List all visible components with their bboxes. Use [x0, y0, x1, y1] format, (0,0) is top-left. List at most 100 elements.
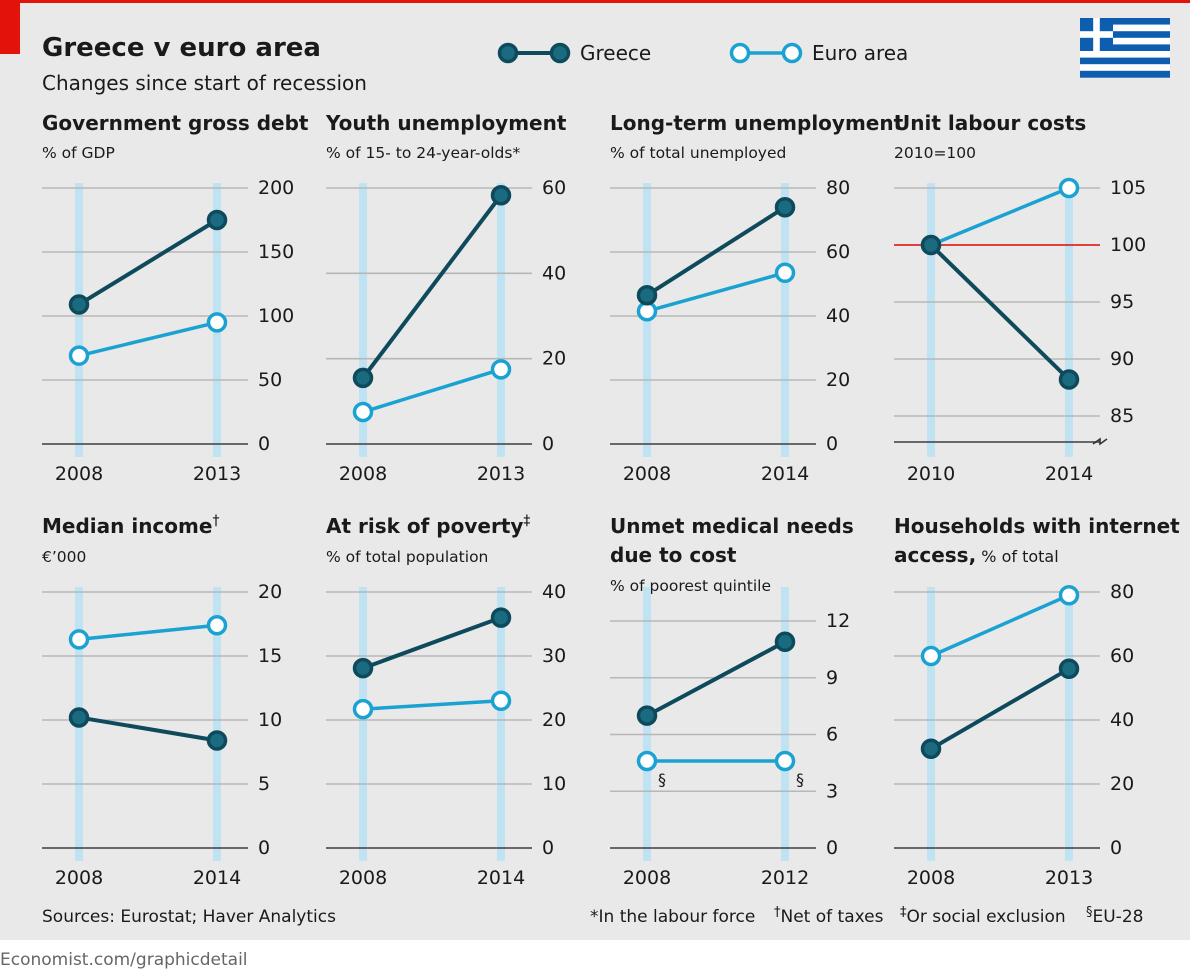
- y-tick-label: 20: [542, 348, 566, 370]
- y-tick-label: 10: [542, 773, 566, 795]
- panel-title: Long-term unemployment: [610, 111, 904, 135]
- flag-stripe: [1080, 37, 1170, 45]
- category-band-1: [1065, 587, 1073, 861]
- series-line-greece: [361, 194, 503, 380]
- greek-flag-icon: [1080, 18, 1170, 78]
- x-category-label: 2008: [623, 867, 671, 889]
- series-line-greece: [77, 218, 219, 307]
- panel-unit: % of total unemployed: [610, 144, 786, 162]
- panel-unit: % of 15- to 24-year-olds*: [326, 144, 520, 162]
- data-point-euro-area-1: [774, 750, 796, 772]
- title-footnote-mark: †: [212, 513, 219, 529]
- flag-stripe: [1080, 24, 1170, 32]
- legend-greece: Greece: [497, 41, 651, 65]
- panels: Government gross debt% of GDP05010015020…: [42, 111, 1180, 889]
- y-tick-label: 20: [542, 709, 566, 731]
- category-band-0: [359, 183, 367, 457]
- flag-cross-horizontal: [1080, 31, 1113, 38]
- data-point-greece-1: [1058, 658, 1080, 680]
- category-band-1: [781, 183, 789, 457]
- series-line-euro-area: [78, 320, 218, 358]
- data-point-euro-area-0: [920, 645, 942, 667]
- data-point-greece-0: [636, 705, 658, 726]
- panel-unit: €’000: [42, 548, 86, 566]
- footnotes: *In the labour force †Net of taxes ‡Or s…: [590, 905, 1143, 927]
- panel-4: Median income† €’000 0 5 10 15 20 2008 2014: [42, 513, 282, 889]
- x-category-label: 2008: [907, 867, 955, 889]
- x-category-label: 2012: [761, 867, 809, 889]
- legend-greece-marker-right: [549, 42, 571, 64]
- y-tick-label: 40: [1110, 709, 1134, 731]
- panel-unit: 2010=100: [894, 144, 976, 162]
- data-point-euro-area-1: [206, 615, 228, 636]
- y-tick-label: 6: [826, 724, 838, 746]
- y-tick-label: 60: [826, 241, 850, 263]
- data-point-greece-0: [352, 657, 374, 679]
- series-line-euro-area: [930, 186, 1070, 247]
- y-tick-label: 60: [1110, 645, 1134, 667]
- series-line-greece: [78, 715, 218, 743]
- category-band-0: [927, 587, 935, 861]
- panel-title: Households with internet: [894, 514, 1180, 538]
- category-band-0: [75, 183, 83, 457]
- category-band-0: [927, 183, 935, 457]
- series-line-greece: [645, 205, 787, 297]
- category-band-1: [497, 587, 505, 861]
- category-band-1: [1065, 183, 1073, 457]
- data-point-greece-1: [490, 185, 512, 206]
- y-tick-label: 100: [1110, 234, 1146, 256]
- x-category-label: 2008: [339, 867, 387, 889]
- data-point-euro-area-1: [1058, 177, 1080, 199]
- category-band-1: [497, 183, 505, 457]
- top-rule: [0, 0, 1190, 3]
- flag-stripe: [1080, 51, 1170, 58]
- y-tick-label: 0: [542, 433, 554, 455]
- x-category-label: 2008: [55, 463, 103, 485]
- legend-euro-marker-right: [781, 42, 803, 64]
- data-point-euro-area-0: [352, 401, 374, 423]
- x-category-label: 2014: [1045, 463, 1093, 485]
- y-tick-label: 80: [826, 177, 850, 199]
- y-tick-label: 85: [1110, 405, 1134, 427]
- y-tick-label: 60: [542, 177, 566, 199]
- chart-subtitle: Changes since start of recession: [42, 71, 367, 95]
- data-point-greece-1: [774, 196, 796, 218]
- site-credit[interactable]: Economist.com/graphicdetail: [0, 950, 248, 970]
- panel-unit: % of poorest quintile: [610, 577, 771, 595]
- x-category-label: 2008: [55, 867, 103, 889]
- legend-euro-marker-left: [729, 42, 751, 64]
- panel-6: Unmet medical needs due to cost % of poore…: [610, 514, 854, 889]
- y-tick-label: 10: [258, 709, 282, 731]
- y-tick-label: 40: [542, 262, 566, 284]
- y-tick-label: 40: [542, 581, 566, 603]
- x-category-label: 2008: [623, 463, 671, 485]
- y-tick-label: 80: [1110, 581, 1134, 603]
- panel-5: At risk of poverty‡ % of total population…: [326, 513, 566, 889]
- panel-title-line2: due to cost: [610, 543, 737, 567]
- series-line-greece: [646, 640, 786, 718]
- panel-title: Government gross debt: [42, 111, 309, 135]
- series-line-euro-area: [362, 699, 502, 711]
- panel-title-line2: access, % of total: [894, 543, 1059, 567]
- panel-title: Youth unemployment: [325, 111, 567, 135]
- flag-stripe: [1080, 44, 1170, 52]
- panel-unit: % of GDP: [42, 144, 115, 162]
- series-line-greece: [929, 243, 1071, 381]
- y-tick-label: 3: [826, 780, 838, 802]
- footnote-labour-force: *In the labour force: [590, 907, 755, 927]
- flag-stripe: [1080, 70, 1170, 78]
- legend-greece-marker-left: [497, 42, 519, 64]
- y-tick-label: 100: [258, 305, 294, 327]
- point-note-mark: §: [796, 770, 804, 789]
- y-tick-label: 0: [826, 433, 838, 455]
- y-tick-label: 5: [258, 773, 270, 795]
- data-point-greece-0: [920, 738, 942, 760]
- panel-1: Youth unemployment % of 15- to 24-year-ol…: [325, 111, 567, 485]
- legend-euro-label: Euro area: [812, 41, 908, 65]
- axis-break-icon: [1092, 437, 1108, 446]
- data-point-euro-area-0: [68, 345, 90, 366]
- series-line-greece: [362, 615, 502, 671]
- panel-2: Long-term unemployment % of total unemplo…: [610, 111, 904, 485]
